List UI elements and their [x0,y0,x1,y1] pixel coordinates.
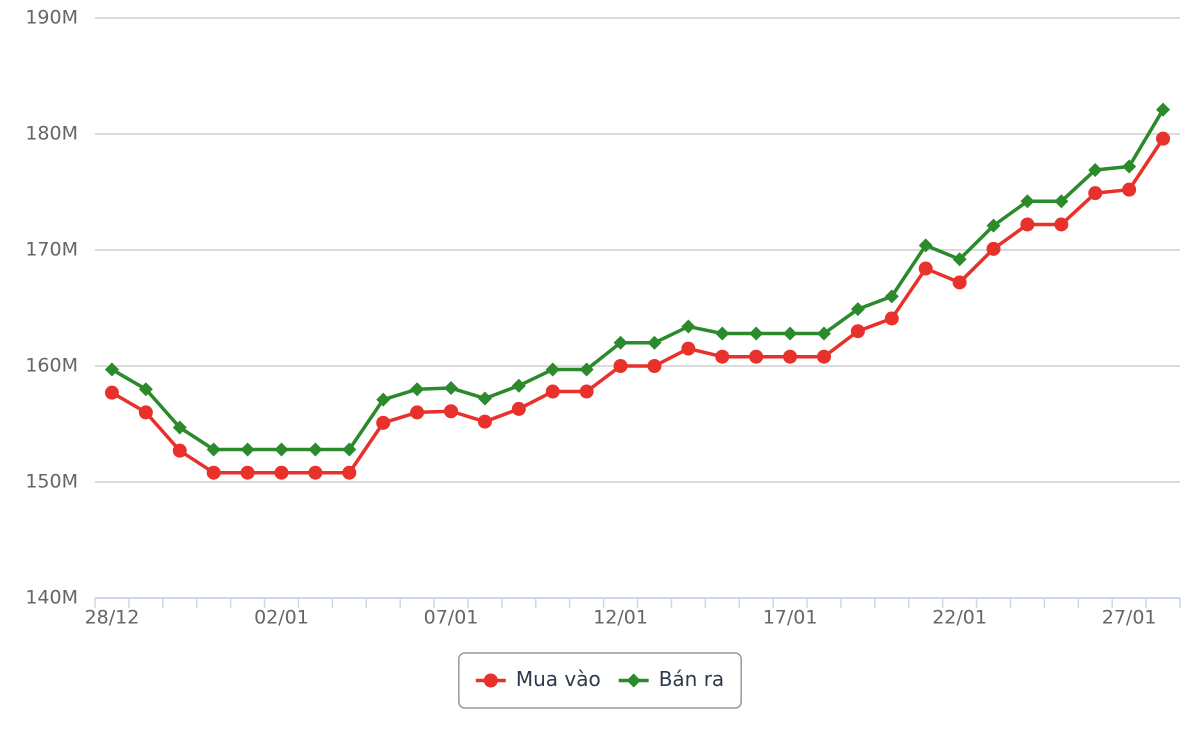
y-tick-label: 180M [25,123,78,145]
data-point [749,326,764,341]
legend-marker [626,673,641,688]
data-point [1122,182,1137,197]
data-point [579,362,594,377]
data-point [1020,194,1035,209]
y-tick-label: 150M [25,471,78,493]
data-point [444,404,459,419]
series-line [111,108,1165,452]
data-point [1156,131,1171,146]
data-point [376,392,391,407]
data-point [715,326,730,341]
data-point [138,405,153,420]
data-point [511,378,526,393]
data-point [274,465,289,480]
data-point [308,442,323,457]
data-point [749,349,764,364]
legend-box [458,652,742,709]
data-point [477,414,492,429]
legend-marker [483,673,498,688]
data-point [952,252,967,267]
data-point [308,465,323,480]
data-point [172,420,187,435]
data-point [104,385,119,400]
data-point [240,465,255,480]
legend-label: Bán ra [659,667,725,691]
data-point [918,261,933,276]
data-point [206,465,221,480]
data-point [274,442,289,457]
data-point [477,391,492,406]
data-point [444,381,459,396]
data-point [1088,162,1103,177]
data-point [138,382,153,397]
data-point [342,442,357,457]
data-point [1054,217,1069,232]
x-tick-label: 12/01 [593,607,648,629]
data-point [104,362,119,377]
x-tick-label: 17/01 [763,607,818,629]
data-point [1156,102,1171,117]
legend: Mua vào Bán ra [458,652,742,709]
data-point [952,275,967,290]
x-tick-label: 27/01 [1102,607,1157,629]
data-point [613,359,628,373]
data-point [410,382,425,397]
data-point [545,384,560,399]
data-point [172,443,187,458]
data-point [376,415,391,430]
data-point [715,349,730,364]
data-point [816,326,831,341]
data-point [884,289,899,304]
data-point [647,359,662,373]
data-point [850,302,865,317]
data-point [240,442,255,457]
data-point [613,335,628,350]
data-point [410,405,425,420]
data-point [545,362,560,377]
y-tick-label: 160M [25,355,78,377]
data-point [986,218,1001,233]
data-point [511,401,526,416]
x-tick-label: 22/01 [932,607,987,629]
y-tick-label: 140M [25,587,78,609]
data-point [884,311,899,326]
x-tick-label: 02/01 [254,607,309,629]
data-point [816,349,831,364]
x-tick-label: 28/12 [85,607,140,629]
data-point [681,341,696,356]
series-line [111,137,1165,475]
x-tick-label: 07/01 [424,607,479,629]
data-point [681,319,696,334]
y-tick-label: 190M [25,7,78,29]
data-point [850,324,865,339]
data-point [1020,217,1035,232]
data-point [342,465,357,480]
y-tick-label: 170M [25,239,78,261]
data-point [986,241,1001,256]
data-point [579,384,594,399]
data-point [647,335,662,350]
data-point [1088,186,1103,201]
data-point [1122,159,1137,174]
data-point [783,349,798,364]
data-point [206,442,221,457]
data-point [918,238,933,253]
legend-label: Mua vào [516,667,601,691]
data-point [783,326,798,341]
data-point [1054,194,1069,209]
